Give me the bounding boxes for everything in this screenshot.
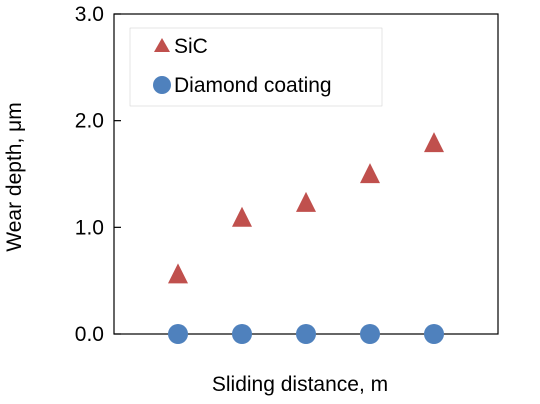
y-tick-label: 1.0 (75, 216, 104, 239)
diamond-coating-point (168, 324, 188, 344)
diamond-coating-point (424, 324, 444, 344)
y-tick-label: 2.0 (75, 110, 104, 133)
y-tick-label: 3.0 (75, 3, 104, 26)
legend-box (129, 27, 383, 107)
y-axis-title: Wear depth, μm (3, 102, 26, 251)
legend-diamond-label: Diamond coating (174, 74, 332, 97)
sic-point (296, 191, 316, 212)
sic-point (360, 163, 380, 184)
x-axis-title: Sliding distance, m (212, 373, 388, 396)
marks-layer (168, 132, 444, 344)
diamond-coating-point (360, 324, 380, 344)
sic-point (424, 132, 444, 153)
legend-diamond-marker (153, 76, 171, 94)
diamond-coating-point (232, 324, 252, 344)
y-tick-label: 0.0 (75, 323, 104, 346)
legend-sic-marker (154, 38, 170, 52)
sic-point (232, 206, 252, 227)
legend-sic-label: SiC (174, 35, 208, 58)
legend: SiC Diamond coating (129, 27, 383, 107)
diamond-coating-point (296, 324, 316, 344)
sic-point (168, 263, 188, 284)
